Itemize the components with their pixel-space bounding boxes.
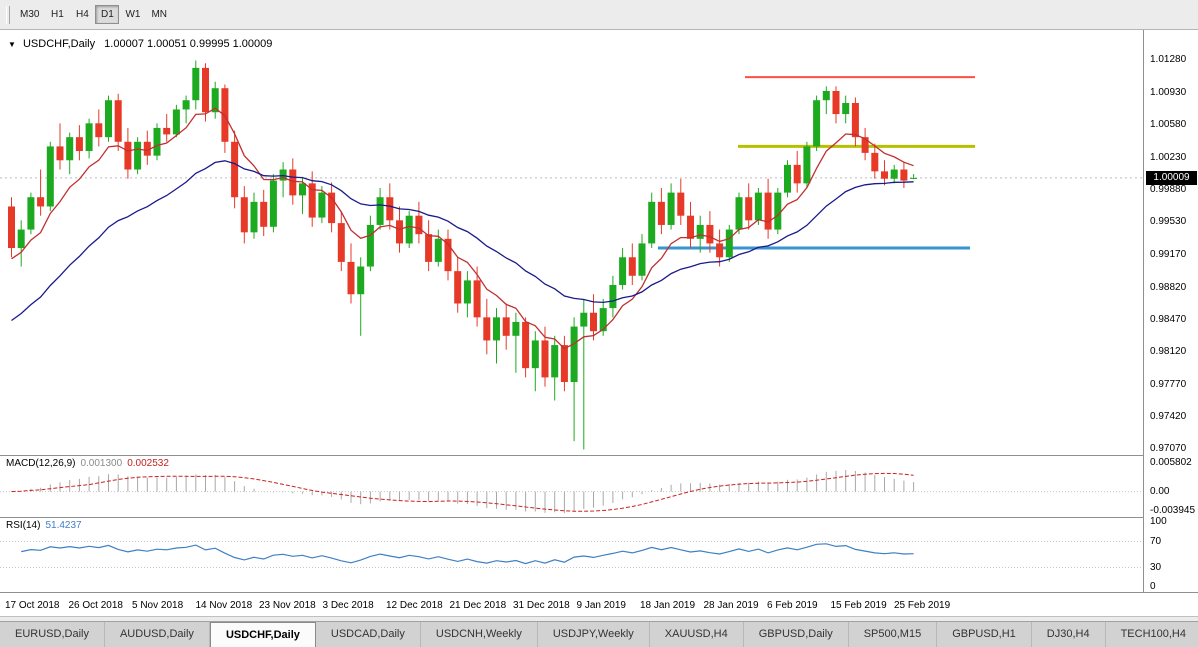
date-label: 15 Feb 2019	[830, 600, 887, 611]
chart-header: ▼ USDCHF,Daily 1.00007 1.00051 0.99995 1…	[8, 38, 272, 50]
macd-label: MACD(12,26,9) 0.001300 0.002532	[6, 458, 169, 469]
macd-panel[interactable]	[0, 455, 1143, 517]
rsi-value: 51.4237	[45, 520, 82, 531]
collapse-triangle-icon[interactable]: ▼	[8, 40, 16, 49]
timeframe-button-mn[interactable]: MN	[151, 9, 168, 20]
date-label: 5 Nov 2018	[132, 600, 184, 611]
rsi-axis-label: 30	[1150, 561, 1162, 573]
date-axis[interactable]: 17 Oct 2018 26 Oct 2018 5 Nov 2018 14 Nov 2…	[0, 592, 1198, 616]
toolbar-grip-icon[interactable]	[6, 5, 10, 24]
macd-axis-label: 0.00	[1150, 485, 1170, 497]
price-axis-label: 0.97770	[1150, 378, 1187, 390]
tab-xauusd-h4[interactable]: XAUUSD,H4	[649, 622, 744, 647]
ohlc-values: 1.00007 1.00051 0.99995 1.00009	[104, 38, 273, 50]
price-axis-label: 0.97420	[1150, 411, 1187, 423]
date-label: 12 Dec 2018	[386, 600, 443, 611]
ma-slow-line	[11, 160, 914, 322]
macd-value-signal: 0.002532	[127, 458, 169, 469]
timeframe-toolbar: M30 H1 H4 D1 W1 MN	[0, 0, 1198, 30]
timeframe-button-m30[interactable]: M30	[20, 9, 40, 20]
date-label: 14 Nov 2018	[195, 600, 253, 611]
tab-gbpusd-h1[interactable]: GBPUSD,H1	[937, 622, 1032, 647]
chart-workspace: ▼ USDCHF,Daily 1.00007 1.00051 0.99995 1…	[0, 30, 1198, 616]
date-label: 17 Oct 2018	[5, 600, 60, 611]
macd-axis-label: 0.005802	[1150, 457, 1192, 469]
tab-sp500-m15[interactable]: SP500,M15	[848, 622, 938, 647]
macd-value-main: 0.001300	[80, 458, 123, 469]
tab-audusd-daily[interactable]: AUDUSD,Daily	[104, 622, 210, 647]
tab-eurusd-daily[interactable]: EURUSD,Daily	[0, 622, 105, 647]
date-label: 31 Dec 2018	[513, 600, 570, 611]
date-label: 6 Feb 2019	[767, 600, 818, 611]
macd-axis-label: -0.003945	[1150, 504, 1196, 516]
macd-signal-line	[11, 472, 914, 512]
timeframe-button-h1[interactable]: H1	[51, 9, 64, 20]
date-label: 21 Dec 2018	[449, 600, 507, 611]
timeframe-button-w1[interactable]: W1	[125, 9, 141, 20]
tab-usdjpy-weekly[interactable]: USDJPY,Weekly	[537, 622, 650, 647]
price-axis-label: 0.99530	[1150, 216, 1187, 228]
date-label: 28 Jan 2019	[703, 600, 759, 611]
rsi-line	[21, 543, 914, 565]
timeframe-button-d1[interactable]: D1	[95, 5, 120, 24]
tab-usdcnh-weekly[interactable]: USDCNH,Weekly	[420, 622, 538, 647]
price-axis-label: 0.98470	[1150, 314, 1187, 326]
rsi-axis-label: 0	[1150, 581, 1156, 592]
macd-name: MACD(12,26,9)	[6, 458, 76, 469]
current-price-badge: 1.00009	[1146, 170, 1197, 185]
tab-tech100-h4[interactable]: TECH100,H4	[1105, 622, 1198, 647]
candlestick-chart[interactable]	[0, 30, 1143, 455]
price-axis-label: 0.99170	[1150, 249, 1187, 261]
price-axis-label: 1.00230	[1150, 151, 1187, 163]
tab-gbpusd-daily[interactable]: GBPUSD,Daily	[743, 622, 849, 647]
rsi-panel[interactable]	[0, 517, 1143, 592]
date-label: 26 Oct 2018	[68, 600, 123, 611]
price-axis-label: 0.98820	[1150, 281, 1187, 293]
tab-dj30-h4[interactable]: DJ30,H4	[1031, 622, 1106, 647]
date-label: 3 Dec 2018	[322, 600, 374, 611]
date-label: 9 Jan 2019	[576, 600, 627, 611]
price-axis-label: 0.97070	[1150, 443, 1187, 455]
rsi-axis-label: 100	[1150, 516, 1167, 527]
date-label: 25 Feb 2019	[894, 600, 951, 611]
rsi-axis-label: 70	[1150, 535, 1162, 547]
timeframe-button-h4[interactable]: H4	[76, 9, 89, 20]
date-label: 18 Jan 2019	[640, 600, 696, 611]
price-axis-label: 0.99880	[1150, 183, 1187, 195]
symbol-period-label: USDCHF,Daily	[22, 38, 96, 50]
ma-fast-line	[11, 107, 914, 350]
chart-tab-bar: EURUSD,Daily AUDUSD,Daily USDCHF,Daily USDC…	[0, 621, 1198, 647]
price-axis-label: 1.01280	[1150, 54, 1187, 66]
candles-group	[8, 60, 918, 450]
price-axis-label: 0.98120	[1150, 346, 1187, 358]
rsi-name: RSI(14)	[6, 520, 41, 531]
price-axis-label: 1.00580	[1150, 119, 1187, 131]
rsi-label: RSI(14) 51.4237	[6, 520, 82, 531]
price-axis[interactable]: 1.01280 1.00930 1.00580 1.00230 0.99880 0.995…	[1143, 30, 1198, 592]
price-axis-label: 1.00930	[1150, 86, 1187, 98]
tab-usdcad-daily[interactable]: USDCAD,Daily	[315, 622, 421, 647]
status-strip	[0, 616, 1198, 621]
date-label: 23 Nov 2018	[259, 600, 316, 611]
tab-usdchf-daily[interactable]: USDCHF,Daily	[209, 622, 316, 647]
